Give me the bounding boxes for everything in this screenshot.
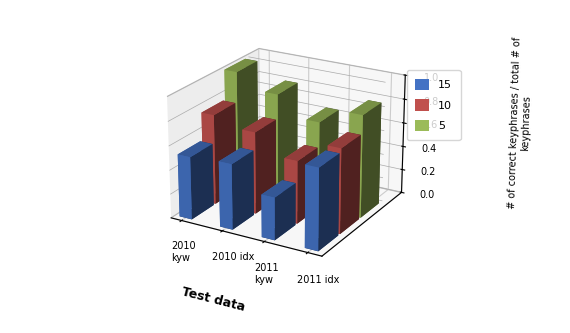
Legend: 15, 10, 5: 15, 10, 5: [406, 70, 461, 140]
X-axis label: Test data: Test data: [181, 285, 247, 314]
